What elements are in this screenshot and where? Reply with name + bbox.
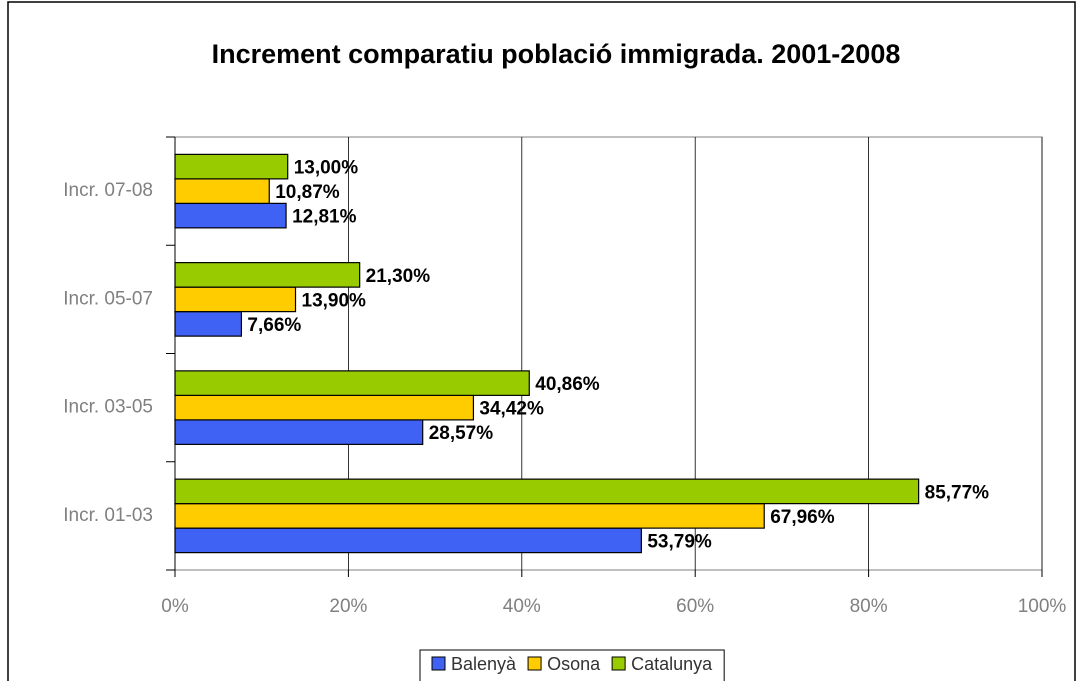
data-label: 85,77%	[925, 482, 990, 503]
bar	[174, 153, 289, 180]
bar	[174, 262, 361, 288]
x-tick-label: 0%	[161, 596, 189, 617]
bar	[174, 311, 243, 337]
x-tick-label: 20%	[329, 596, 367, 617]
data-label: 53,79%	[647, 531, 712, 552]
y-tick-label: Incr. 05-07	[63, 288, 153, 309]
x-tick-label: 40%	[503, 596, 541, 617]
data-label: 13,90%	[302, 290, 367, 311]
bar	[174, 394, 475, 421]
data-label: 21,30%	[366, 266, 431, 287]
legend-swatch	[431, 656, 446, 671]
bar	[174, 178, 270, 204]
data-label: 34,42%	[479, 399, 544, 420]
legend-label: Balenyà	[451, 654, 517, 674]
data-label: 10,87%	[275, 182, 340, 203]
y-tick-label: Incr. 01-03	[63, 505, 153, 526]
bar	[174, 527, 642, 554]
bar	[174, 202, 287, 229]
bar	[174, 419, 424, 445]
legend-label: Osona	[547, 654, 601, 674]
bar	[174, 503, 765, 529]
chart-title: Increment comparatiu població immigrada.…	[212, 39, 901, 69]
bar	[174, 478, 920, 505]
legend	[419, 649, 725, 681]
data-label: 7,66%	[247, 315, 301, 336]
data-label: 67,96%	[770, 507, 835, 528]
y-tick-label: Incr. 07-08	[63, 180, 153, 201]
bar	[174, 370, 530, 396]
legend-swatch	[611, 656, 626, 671]
data-label: 12,81%	[292, 207, 357, 228]
legend-label: Catalunya	[631, 654, 713, 674]
x-tick-label: 60%	[676, 596, 714, 617]
x-tick-label: 100%	[1018, 596, 1067, 617]
bar	[174, 286, 297, 313]
legend-swatch	[527, 656, 542, 671]
data-label: 28,57%	[429, 423, 494, 444]
data-label: 40,86%	[535, 374, 600, 395]
data-label: 13,00%	[294, 158, 359, 179]
x-tick-label: 80%	[850, 596, 888, 617]
y-tick-label: Incr. 03-05	[63, 397, 153, 418]
